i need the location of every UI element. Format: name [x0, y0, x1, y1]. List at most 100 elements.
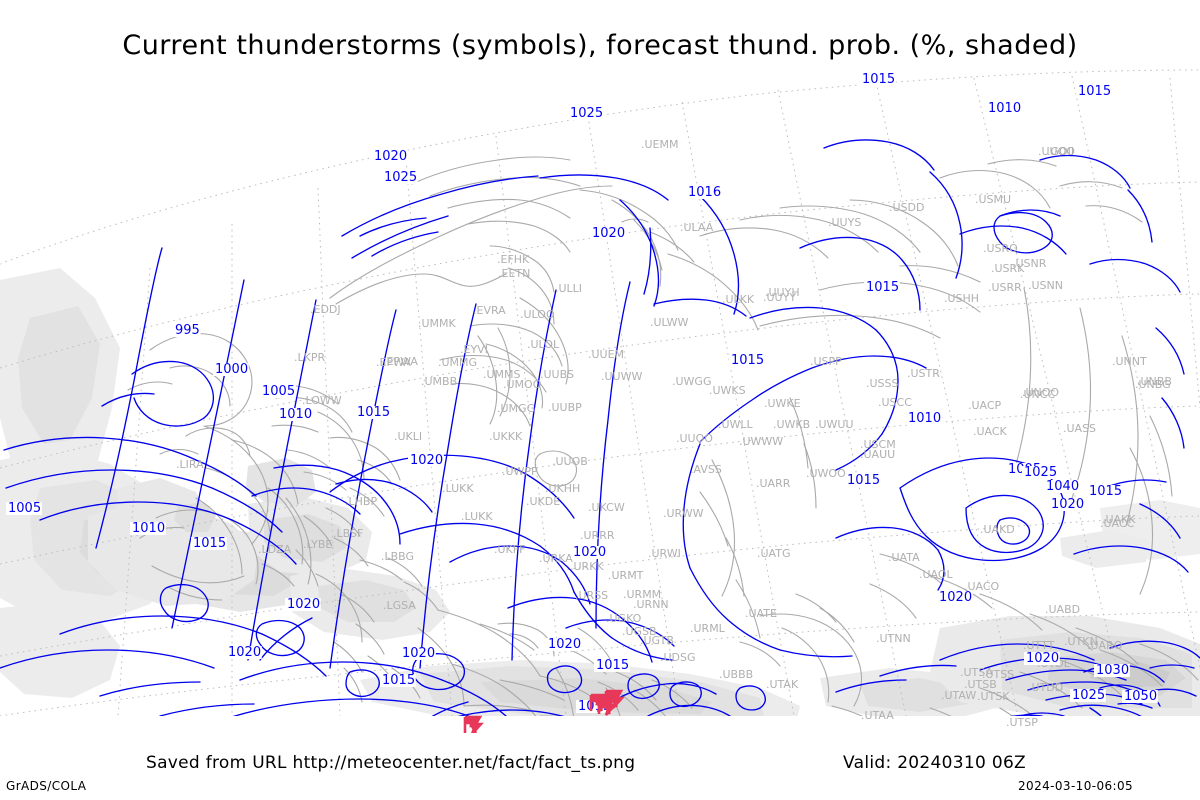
isobar-label-halo: [226, 646, 262, 659]
isobar-label-halo: [260, 385, 296, 398]
station-id-label: .UNBB: [1137, 375, 1172, 388]
thunderstorm-symbol: [463, 715, 484, 733]
station-id-label: .UACC: [1100, 517, 1135, 530]
isobar-value-label: 1025: [384, 170, 417, 185]
isobar-value-label: 1015: [357, 405, 390, 420]
station-id-label: .UUBP: [548, 401, 582, 414]
isobar-label-halo: [845, 474, 881, 487]
isobar-label-halo: [1094, 664, 1130, 677]
station-id-label: .UNCC: [1020, 388, 1055, 401]
station-id-label: .LYBE: [303, 538, 332, 551]
isobar-label-halo: [130, 522, 166, 535]
isobar-value-label: 1015: [1089, 484, 1122, 499]
isobar-label-halo: [860, 73, 896, 86]
isobar-label-halo: [864, 281, 900, 294]
isobar-value-label: 1050: [1124, 689, 1157, 704]
station-id-label: .LDZA: [258, 543, 292, 556]
isobar-label-halo: [1049, 498, 1085, 511]
isobar-value-label: 1015: [1078, 84, 1111, 99]
thunderstorm-symbol: [604, 689, 625, 709]
isobar-label-halo: [380, 674, 416, 687]
isobar-value-label: 1020: [573, 545, 606, 560]
thunderstorm-symbols: [463, 689, 625, 733]
thunderstorm-glyph: [589, 693, 610, 713]
map-canvas[interactable]: .UEMM .ULAA .UUOO .USMU .UUYS .USDD .USRO .USNR…: [0, 68, 1200, 733]
isobar-label-halo: [372, 150, 408, 163]
station-id-label: .URKK: [570, 560, 604, 573]
isobar-value-label: 1015: [382, 673, 415, 688]
station-id-label: .UNNT: [1112, 355, 1147, 368]
station-id-label: .UWPP: [502, 465, 538, 478]
station-id-label: .URWI: [648, 547, 681, 560]
isobar-value-label: 995: [175, 323, 200, 338]
station-id-label: .EDDJ: [310, 303, 341, 316]
station-id-label: .UTSS: [982, 668, 1014, 681]
station-id-label: .USHH: [944, 292, 979, 305]
isobar-value-label: 1005: [8, 501, 41, 516]
isobar-value-label: 1020: [548, 637, 581, 652]
station-id-label: .USMU: [975, 193, 1011, 206]
station-id-label: .UKFF: [494, 543, 525, 556]
station-id-label: .EETN: [498, 267, 530, 280]
station-id-label: .UGSB: [622, 625, 657, 638]
station-id-label: .USPP: [810, 355, 842, 368]
station-id-label: .USCC: [878, 396, 912, 409]
thunderstorm-symbol: [589, 693, 610, 713]
station-id-label: .UABD: [1045, 603, 1080, 616]
station-id-label: .URNN: [633, 598, 669, 611]
station-id-label: .UATA: [888, 551, 920, 564]
station-id-label: .UARR: [756, 477, 791, 490]
isobar-value-label: 1020: [287, 597, 320, 612]
station-id-label: .UMOO: [503, 378, 542, 391]
isobar-value-label: 1020: [939, 590, 972, 605]
isobar-label-halo: [937, 591, 973, 604]
station-id-label: .UWUU: [815, 418, 854, 431]
thunderstorm-glyph: [604, 689, 625, 709]
station-id-label: .UNBG: [1135, 378, 1171, 391]
station-id-label: .UWGG: [672, 375, 711, 388]
isobar-value-label: 1030: [1096, 663, 1129, 678]
isobar-label-halo: [1087, 485, 1123, 498]
station-id-label: .UWKE: [764, 397, 801, 410]
isobar-value-label: 1015: [866, 280, 899, 295]
station-id-label: .ULOL: [527, 338, 560, 351]
isobar-value-label: 1015: [862, 72, 895, 87]
station-id-label: .USNN: [1028, 279, 1063, 292]
station-id-label: .AVSS: [690, 463, 722, 476]
isobar-value-label: 1010: [279, 407, 312, 422]
isobar-value-label: 1016: [688, 185, 721, 200]
station-id-label: .UWOO: [806, 467, 846, 480]
isobar-value-label: 1020: [592, 226, 625, 241]
isobar-label-halo: [191, 537, 227, 550]
isobar-label-halo: [571, 546, 607, 559]
station-id-label: .USCM: [860, 438, 896, 451]
station-id-labels: .UEMM .ULAA .UUOO .USMU .UUYS .USDD .USRO .USNR…: [176, 138, 1172, 729]
station-id-label: .UWLL: [718, 418, 754, 431]
isobar-label-halo: [686, 186, 722, 199]
isobar-contours: [0, 139, 1200, 716]
station-id-label: .UKDE: [526, 495, 560, 508]
station-id-label: .UAOL: [919, 568, 954, 581]
station-id-label: .USRK: [991, 262, 1025, 275]
station-id-label: .UWKS: [709, 384, 746, 397]
station-id-label: .USDD: [889, 201, 924, 214]
station-id-label: .UTAK: [766, 678, 799, 691]
isobar-value-label: 1020: [410, 453, 443, 468]
station-id-label: .EPWA: [376, 356, 411, 369]
station-id-label: .UUOB: [552, 455, 588, 468]
saved-from-url-text: Saved from URL http://meteocenter.net/fa…: [146, 753, 636, 773]
isobar-label-halo: [382, 171, 418, 184]
station-id-label: .URML: [690, 622, 726, 635]
station-id-label: .UMMS: [483, 368, 521, 381]
isobar-label-halo: [1044, 480, 1080, 493]
station-id-label: .UUWW: [601, 370, 642, 383]
station-id-label: .LUKK: [461, 510, 493, 523]
isobar-value-label: 1020: [402, 646, 435, 661]
station-id-label: .UATG: [757, 547, 790, 560]
isobar-label-halo: [1076, 85, 1112, 98]
station-id-label: .USSS: [866, 377, 899, 390]
isobar-label-halo: [1024, 652, 1060, 665]
isobar-value-label: 1010: [908, 411, 941, 426]
station-id-label: .UUYS: [828, 216, 861, 229]
station-id-label: .UUYH: [765, 286, 800, 299]
